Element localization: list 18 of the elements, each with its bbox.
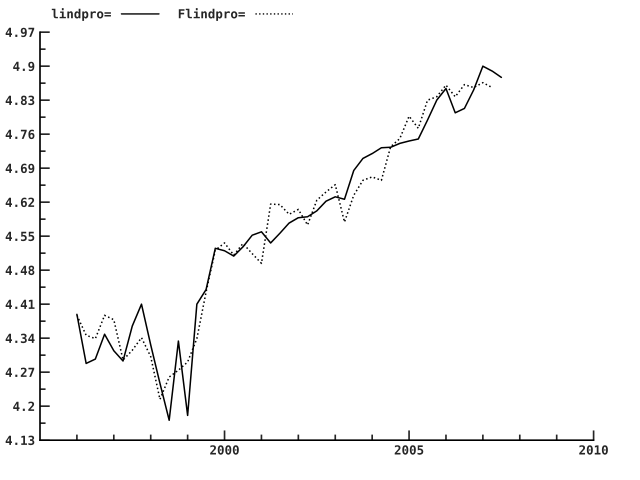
- x-tick-label: 2010: [579, 445, 608, 455]
- x-tick-label: 2005: [394, 445, 424, 455]
- x-tick-label: 2000: [210, 445, 239, 455]
- y-tick-label: 4.9: [13, 62, 34, 72]
- legend-label: Flindpro=: [178, 8, 245, 21]
- y-tick-label: 4.13: [6, 436, 34, 446]
- y-tick-label: 4.2: [13, 402, 34, 411]
- y-tick-label: 4.27: [6, 368, 34, 377]
- y-tick-label: 4.48: [6, 266, 34, 276]
- y-tick-label: 4.83: [6, 96, 34, 106]
- y-tick-label: 4.34: [6, 334, 35, 344]
- y-tick-label: 4.76: [6, 130, 34, 140]
- y-tick-label: 4.62: [6, 198, 34, 208]
- legend-label: lindpro=: [52, 8, 111, 21]
- y-tick-label: 4.41: [6, 300, 35, 309]
- y-tick-label: 4.69: [6, 164, 34, 174]
- y-tick-label: 4.97: [6, 28, 34, 38]
- y-tick-label: 4.55: [6, 232, 34, 242]
